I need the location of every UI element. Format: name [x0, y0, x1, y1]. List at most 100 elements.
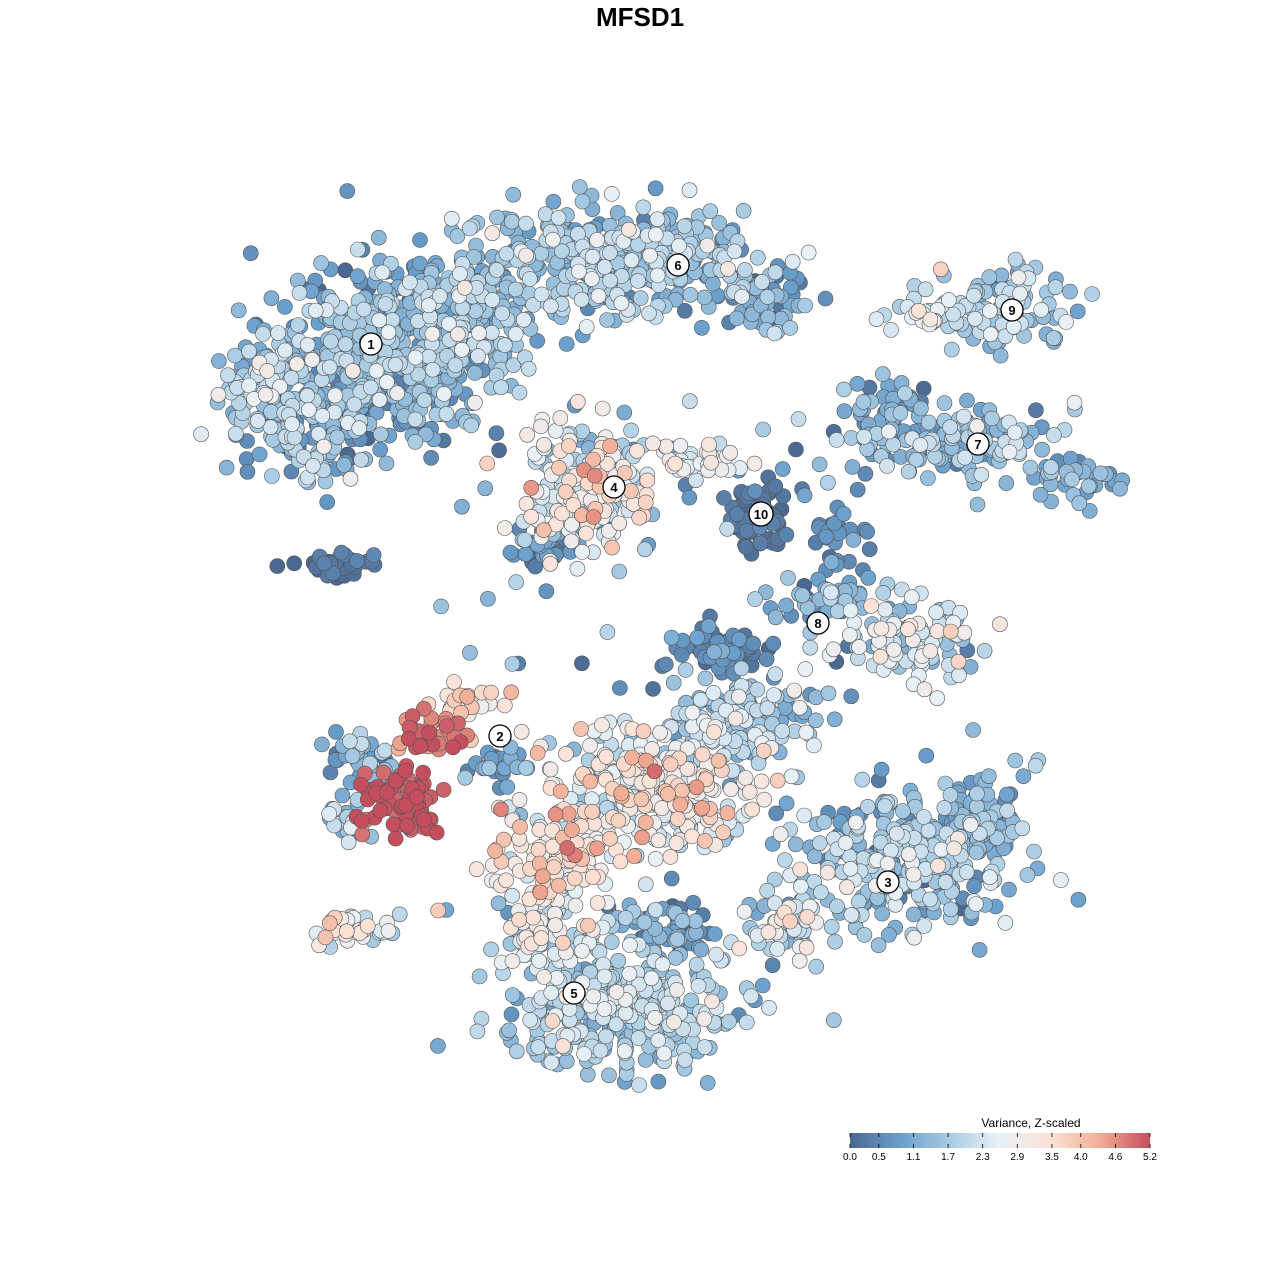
cell-point — [637, 876, 654, 893]
cell-point — [410, 366, 427, 383]
cell-point — [692, 691, 709, 708]
cell-point — [321, 915, 338, 932]
cell-point — [897, 385, 913, 402]
cell-point — [633, 791, 650, 808]
cell-point — [1066, 394, 1083, 411]
cell-point — [277, 342, 294, 359]
cell-point — [629, 443, 645, 459]
cell-point — [681, 182, 698, 198]
cell-point — [399, 817, 416, 834]
cell-point — [881, 423, 897, 440]
cell-point — [769, 772, 786, 789]
cell-point — [755, 742, 772, 759]
cell-point — [999, 786, 1015, 803]
cell-point — [737, 770, 754, 786]
cell-point — [916, 918, 933, 934]
cell-point — [873, 620, 890, 637]
cell-point — [886, 641, 902, 658]
cell-point — [574, 943, 590, 959]
cell-point — [854, 771, 871, 788]
cell-point — [601, 1067, 617, 1084]
cell-point — [842, 860, 859, 877]
cell-point — [353, 776, 369, 793]
cell-point — [239, 463, 256, 480]
cell-point — [928, 604, 944, 621]
cell-point — [689, 629, 706, 646]
cell-point — [690, 978, 707, 994]
cell-point — [537, 206, 554, 222]
cell-point — [671, 238, 687, 254]
cell-point — [621, 965, 638, 982]
cell-point — [457, 769, 474, 786]
cell-point — [758, 651, 775, 668]
cell-point — [774, 723, 791, 739]
cell-point — [808, 958, 825, 975]
cell-point — [483, 684, 499, 701]
cell-point — [764, 957, 781, 974]
cell-point — [270, 325, 286, 341]
cell-point — [665, 674, 682, 691]
cell-point — [955, 408, 972, 425]
cell-point — [942, 623, 959, 640]
cell-point — [922, 311, 939, 328]
cell-point — [511, 792, 528, 808]
cell-point — [547, 917, 564, 934]
cell-point — [428, 824, 445, 841]
cell-point — [1045, 330, 1062, 346]
cell-point — [286, 429, 303, 446]
cell-point — [257, 386, 274, 403]
cell-point — [1092, 465, 1109, 482]
cell-point — [536, 436, 552, 453]
cell-point — [452, 265, 468, 282]
cell-point — [1064, 471, 1080, 488]
cell-point — [511, 384, 528, 401]
cell-point — [836, 403, 853, 420]
cell-point — [649, 211, 666, 227]
cluster-label-circle — [806, 611, 830, 635]
cell-point — [210, 386, 227, 403]
cell-point — [711, 215, 728, 231]
cell-point — [786, 682, 803, 699]
cell-point — [249, 413, 266, 429]
cell-point — [263, 290, 280, 307]
cell-point — [800, 244, 817, 261]
cell-point — [609, 205, 626, 221]
cell-point — [647, 1009, 663, 1026]
cell-point — [610, 812, 627, 829]
cell-point — [693, 319, 710, 336]
cell-point — [756, 791, 773, 808]
cell-point — [705, 275, 721, 292]
cell-point — [387, 772, 404, 789]
cell-point — [368, 363, 385, 379]
cell-point — [950, 653, 967, 670]
cell-point — [334, 787, 351, 804]
cell-point — [430, 1038, 446, 1054]
cell-point — [494, 305, 511, 322]
cell-point — [774, 461, 791, 477]
cell-point — [608, 984, 625, 1000]
cell-point — [654, 956, 671, 973]
cell-point — [631, 1077, 647, 1093]
cell-point — [340, 834, 357, 851]
cell-point — [574, 655, 590, 672]
cell-point — [820, 474, 836, 491]
cell-point — [738, 522, 755, 539]
cell-point — [484, 292, 501, 308]
cell-point — [722, 444, 739, 461]
cell-point — [632, 290, 649, 306]
cell-point — [1032, 486, 1049, 503]
cell-point — [859, 523, 876, 540]
cell-point — [251, 446, 268, 463]
cell-point — [542, 555, 559, 572]
cell-point — [599, 312, 615, 328]
cell-point — [706, 926, 723, 942]
cell-point — [888, 825, 905, 842]
cell-point — [754, 977, 771, 994]
cell-point — [565, 497, 582, 513]
cell-point — [778, 597, 795, 614]
cell-point — [508, 574, 525, 590]
cell-point — [567, 897, 584, 914]
cell-point — [823, 554, 840, 570]
cell-point — [735, 203, 752, 219]
cell-point — [466, 249, 482, 265]
